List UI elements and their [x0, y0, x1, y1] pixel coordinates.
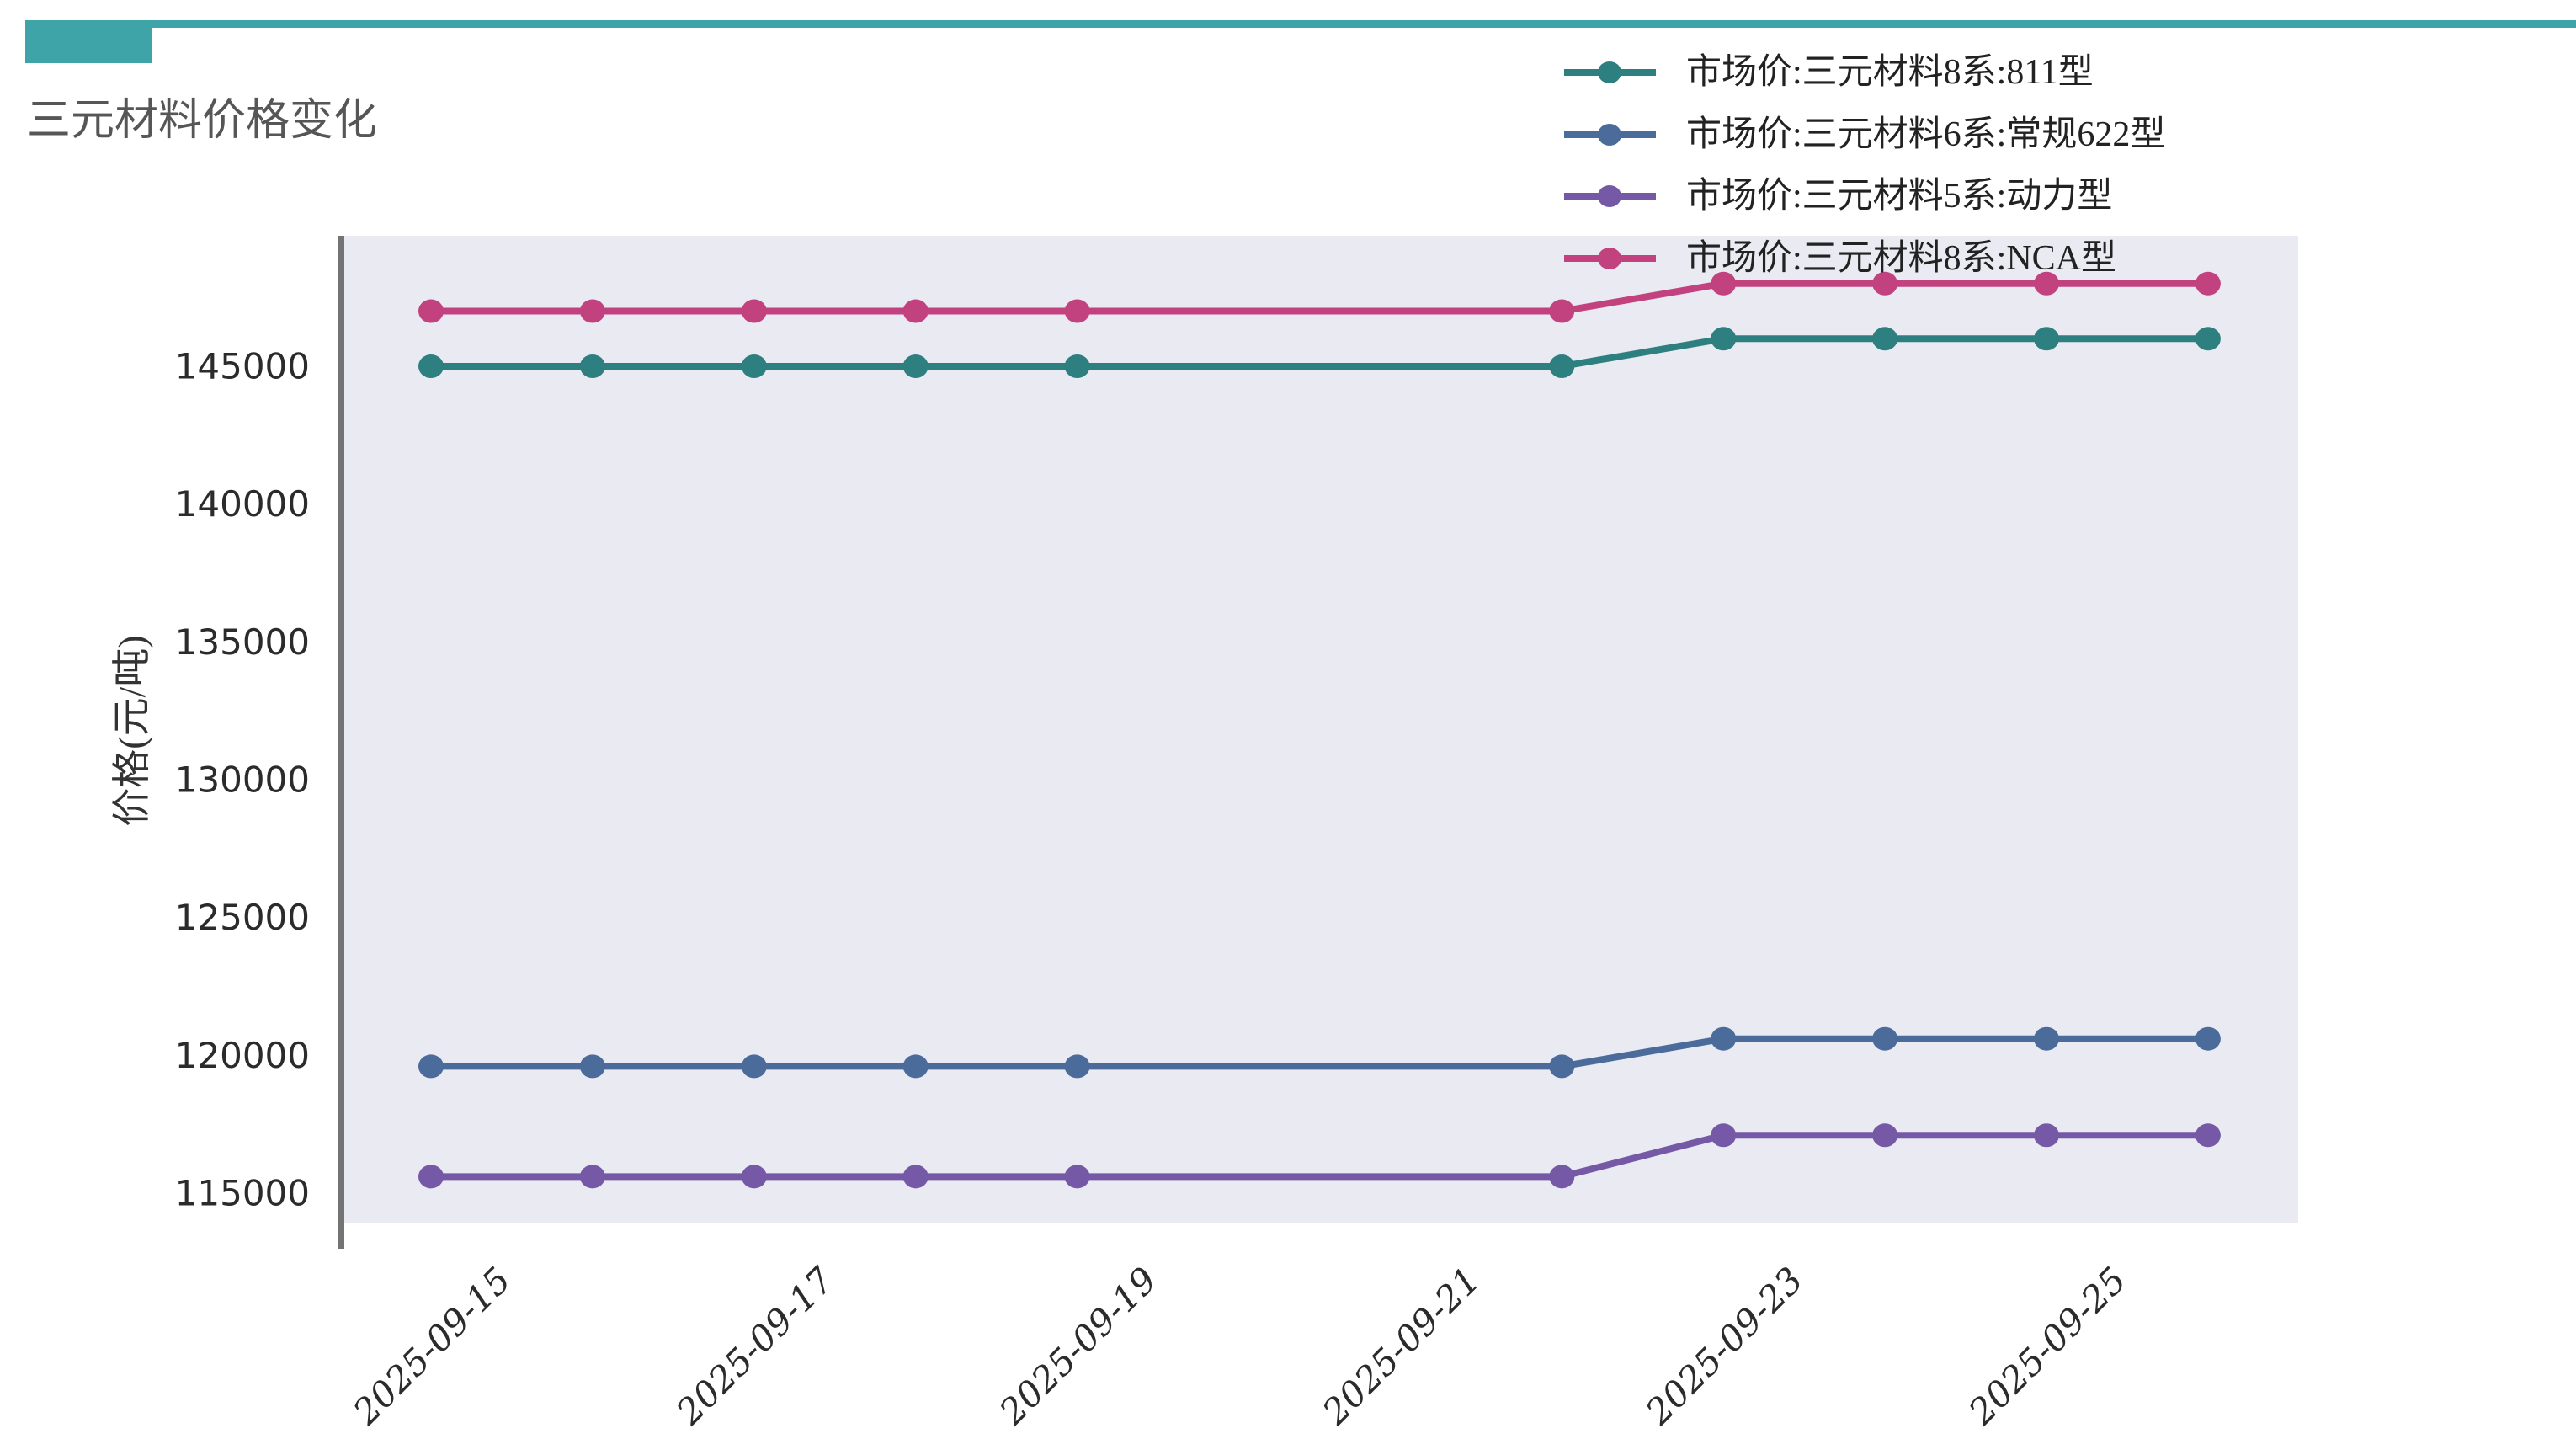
data-point-marker	[2034, 1123, 2059, 1148]
data-point-marker	[2195, 271, 2221, 296]
data-point-marker	[1711, 1123, 1737, 1148]
data-point-marker	[1711, 327, 1737, 351]
data-point-marker	[1064, 1165, 1090, 1189]
data-point-marker	[1549, 299, 1575, 323]
legend-label: 市场价:三元材料6系:常规622型	[1686, 115, 2165, 154]
y-axis-label: 价格(元/吨)	[110, 635, 153, 826]
data-point-marker	[579, 1165, 605, 1189]
series-市场价:三元材料6系:常规622型	[418, 1026, 2221, 1079]
series-line	[431, 1132, 2208, 1181]
data-point-marker	[741, 1165, 767, 1189]
data-point-marker	[2195, 327, 2221, 351]
legend: 市场价:三元材料8系:811型市场价:三元材料6系:常规622型市场价:三元材料…	[1564, 52, 2165, 278]
data-point-marker	[579, 299, 605, 323]
x-tick-label: 2025-09-21	[1314, 1259, 1488, 1433]
data-point-marker	[902, 354, 929, 379]
legend-label: 市场价:三元材料5系:动力型	[1686, 176, 2112, 216]
x-tick-label: 2025-09-23	[1637, 1259, 1812, 1433]
data-point-marker	[418, 299, 444, 323]
legend-label: 市场价:三元材料8系:NCA型	[1686, 238, 2116, 278]
data-point-marker	[1711, 1026, 1737, 1051]
x-tick-label: 2025-09-15	[344, 1259, 519, 1433]
data-point-marker	[1711, 271, 1737, 296]
y-axis-tick-labels: 115000 120000 125000 130000 135000 140000 1450…	[175, 346, 310, 1214]
data-series	[418, 271, 2221, 1189]
data-point-marker	[1872, 1026, 1898, 1051]
data-point-marker	[1064, 354, 1090, 379]
legend-marker	[1598, 185, 1621, 207]
y-tick-label: 140000	[175, 483, 310, 525]
y-tick-label: 120000	[175, 1035, 310, 1076]
legend-marker	[1598, 124, 1621, 146]
data-point-marker	[902, 1165, 929, 1189]
legend-item: 市场价:三元材料8系:811型	[1564, 52, 2094, 92]
x-tick-label: 2025-09-17	[668, 1259, 842, 1433]
x-tick-label: 2025-09-25	[1960, 1259, 2134, 1433]
data-point-marker	[1549, 354, 1575, 379]
data-point-marker	[1549, 1165, 1575, 1189]
series-市场价:三元材料8系:811型	[418, 327, 2221, 379]
series-line	[431, 1035, 2208, 1070]
data-point-marker	[418, 354, 444, 379]
y-axis-spine	[338, 236, 344, 1249]
legend-item: 市场价:三元材料8系:NCA型	[1564, 238, 2116, 278]
data-point-marker	[741, 299, 767, 323]
data-point-marker	[2034, 271, 2059, 296]
y-tick-label: 130000	[175, 759, 310, 801]
data-point-marker	[741, 354, 767, 379]
y-tick-label: 135000	[175, 621, 310, 663]
data-point-marker	[2195, 1026, 2221, 1051]
data-point-marker	[902, 1054, 929, 1079]
legend-item: 市场价:三元材料6系:常规622型	[1564, 115, 2165, 154]
legend-item: 市场价:三元材料5系:动力型	[1564, 176, 2112, 216]
data-point-marker	[902, 299, 929, 323]
header-accent-line	[25, 20, 2576, 28]
x-axis-tick-labels: 2025-09-15 2025-09-17 2025-09-19 2025-09-21…	[344, 1259, 2134, 1433]
data-point-marker	[2195, 1123, 2221, 1148]
data-point-marker	[1064, 299, 1090, 323]
legend-marker	[1598, 248, 1621, 269]
chart-title: 三元材料价格变化	[27, 97, 377, 145]
series-line	[431, 335, 2208, 370]
legend-label: 市场价:三元材料8系:811型	[1686, 52, 2094, 92]
data-point-marker	[1549, 1054, 1575, 1079]
data-point-marker	[579, 354, 605, 379]
data-point-marker	[1064, 1054, 1090, 1079]
y-tick-label: 115000	[175, 1173, 310, 1214]
data-point-marker	[579, 1054, 605, 1079]
y-tick-label: 125000	[175, 897, 310, 938]
series-市场价:三元材料5系:动力型	[418, 1123, 2221, 1189]
data-point-marker	[2034, 1026, 2059, 1051]
plot-area	[343, 236, 2298, 1223]
x-tick-label: 2025-09-19	[991, 1259, 1165, 1433]
data-point-marker	[418, 1165, 444, 1189]
y-tick-label: 145000	[175, 346, 310, 387]
data-point-marker	[741, 1054, 767, 1079]
legend-marker	[1598, 61, 1621, 83]
series-line	[431, 280, 2208, 315]
data-point-marker	[1872, 327, 1898, 351]
series-市场价:三元材料8系:NCA型	[418, 271, 2221, 323]
data-point-marker	[1872, 271, 1898, 296]
data-point-marker	[1872, 1123, 1898, 1148]
header-accent-block	[25, 20, 152, 63]
data-point-marker	[2034, 327, 2059, 351]
data-point-marker	[418, 1054, 444, 1079]
